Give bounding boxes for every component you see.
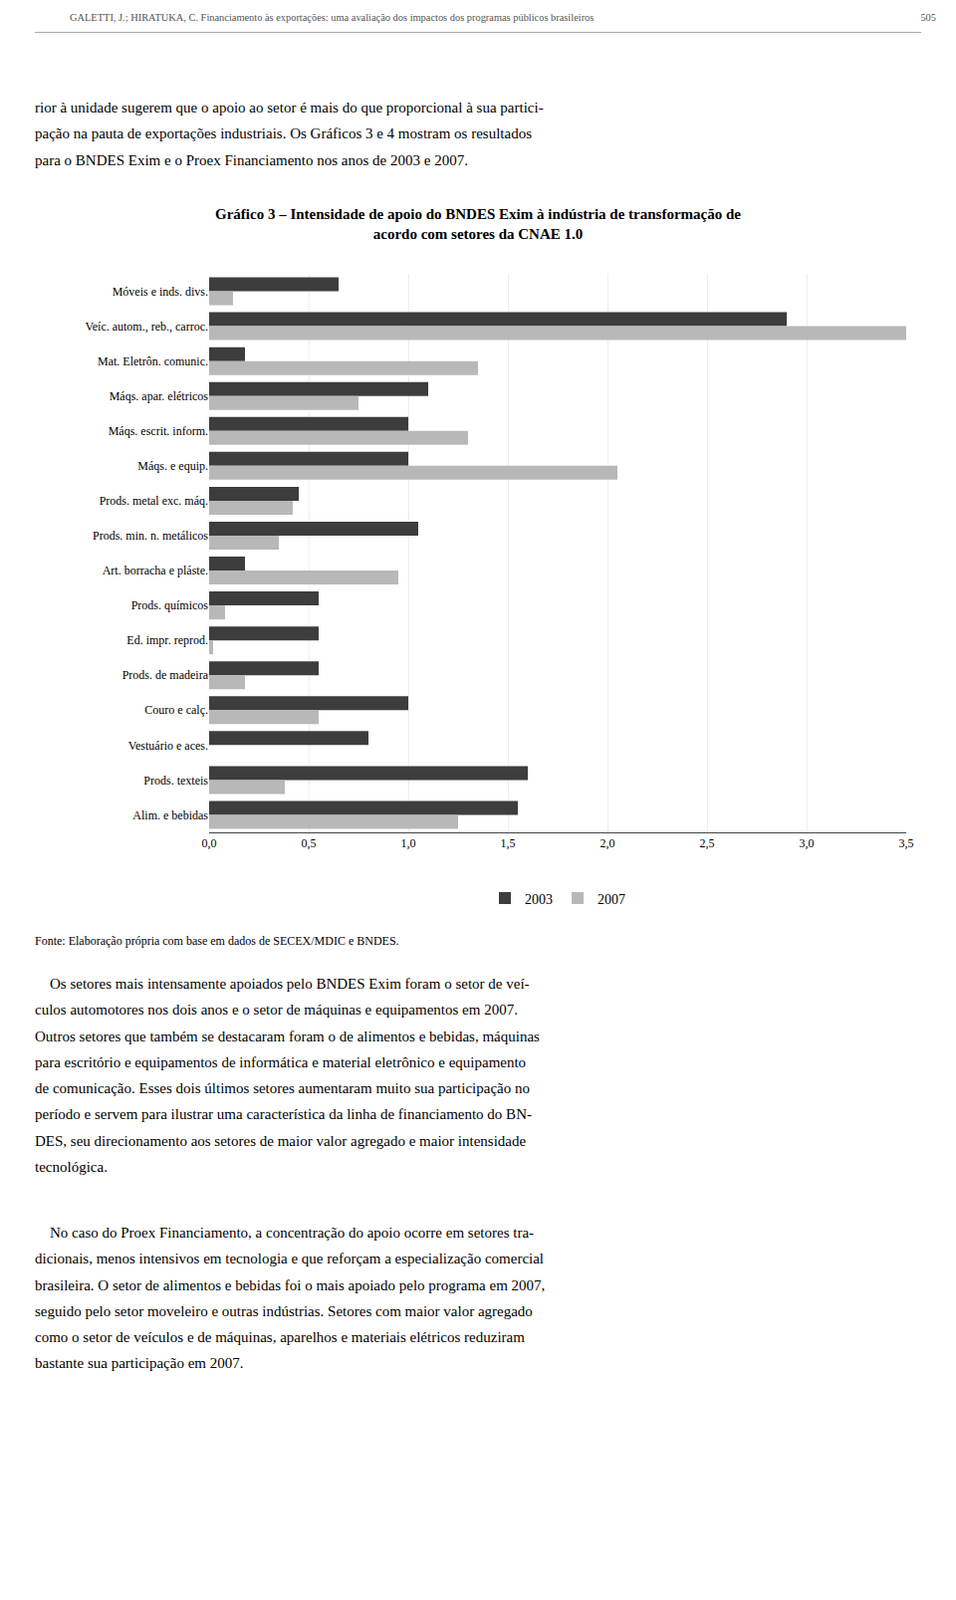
svg-text:Prods. min. n. metálicos: Prods. min. n. metálicos: [92, 528, 209, 543]
svg-text:Alim. e bebidas: Alim. e bebidas: [132, 808, 209, 823]
html-text:GALETTI, J.; HIRATUKA, C. Fina: GALETTI, J.; HIRATUKA, C. Financiamento …: [69, 11, 594, 23]
svg-text:3,5: 3,5: [899, 836, 915, 851]
svg-text:2003: 2003: [524, 892, 553, 908]
svg-text:Art. borracha e pláste.: Art. borracha e pláste.: [102, 563, 209, 578]
svg-text:2007: 2007: [597, 892, 626, 908]
svg-text:Vestuário e aces.: Vestuário e aces.: [128, 738, 209, 753]
svg-text:1,5: 1,5: [500, 836, 516, 851]
svg-text:Gráfico 3 – Intensidade de apo: Gráfico 3 – Intensidade de apoio do BNDE…: [215, 206, 741, 242]
svg-text:Móveis e inds. divs.: Móveis e inds. divs.: [112, 284, 209, 299]
svg-text:Couro e calç.: Couro e calç.: [144, 703, 209, 717]
svg-text:Máqs. e equip.: Máqs. e equip.: [137, 459, 209, 474]
html-text:Os setores mais intensamente a: Os setores mais intensamente apoiados pe…: [34, 975, 540, 1175]
svg-text:1,0: 1,0: [401, 836, 417, 851]
html-text:No caso do Proex Financiamento: No caso do Proex Financiamento, a concen…: [34, 1224, 546, 1372]
svg-text:Mat. Eletrôn. comunic.: Mat. Eletrôn. comunic.: [97, 354, 209, 369]
svg-text:0,5: 0,5: [301, 836, 317, 851]
svg-text:3,0: 3,0: [799, 836, 815, 851]
svg-text:Prods. químicos: Prods. químicos: [131, 598, 210, 613]
svg-text:Ed. impr. reprod.: Ed. impr. reprod.: [126, 633, 209, 648]
svg-text:Prods. metal exc. máq.: Prods. metal exc. máq.: [99, 493, 209, 508]
svg-text:Veíc. autom., reb., carroc.: Veíc. autom., reb., carroc.: [84, 319, 209, 334]
svg-text:Prods. de madeira: Prods. de madeira: [122, 668, 210, 683]
html-text:Fonte: Elaboração própria com: Fonte: Elaboração própria com base em da…: [34, 934, 399, 949]
svg-text:Máqs. apar. elétricos: Máqs. apar. elétricos: [109, 389, 210, 404]
svg-text:2,0: 2,0: [600, 836, 616, 851]
svg-text:Prods. texteis: Prods. texteis: [143, 773, 209, 788]
svg-text:2,5: 2,5: [700, 836, 716, 851]
html-text:rior à unidade sugerem que o a: rior à unidade sugerem que o apoio ao se…: [34, 99, 544, 168]
svg-text:0,0: 0,0: [202, 836, 218, 851]
svg-text:Máqs. escrit. inform.: Máqs. escrit. inform.: [108, 424, 209, 439]
html-text:505: 505: [920, 11, 937, 23]
